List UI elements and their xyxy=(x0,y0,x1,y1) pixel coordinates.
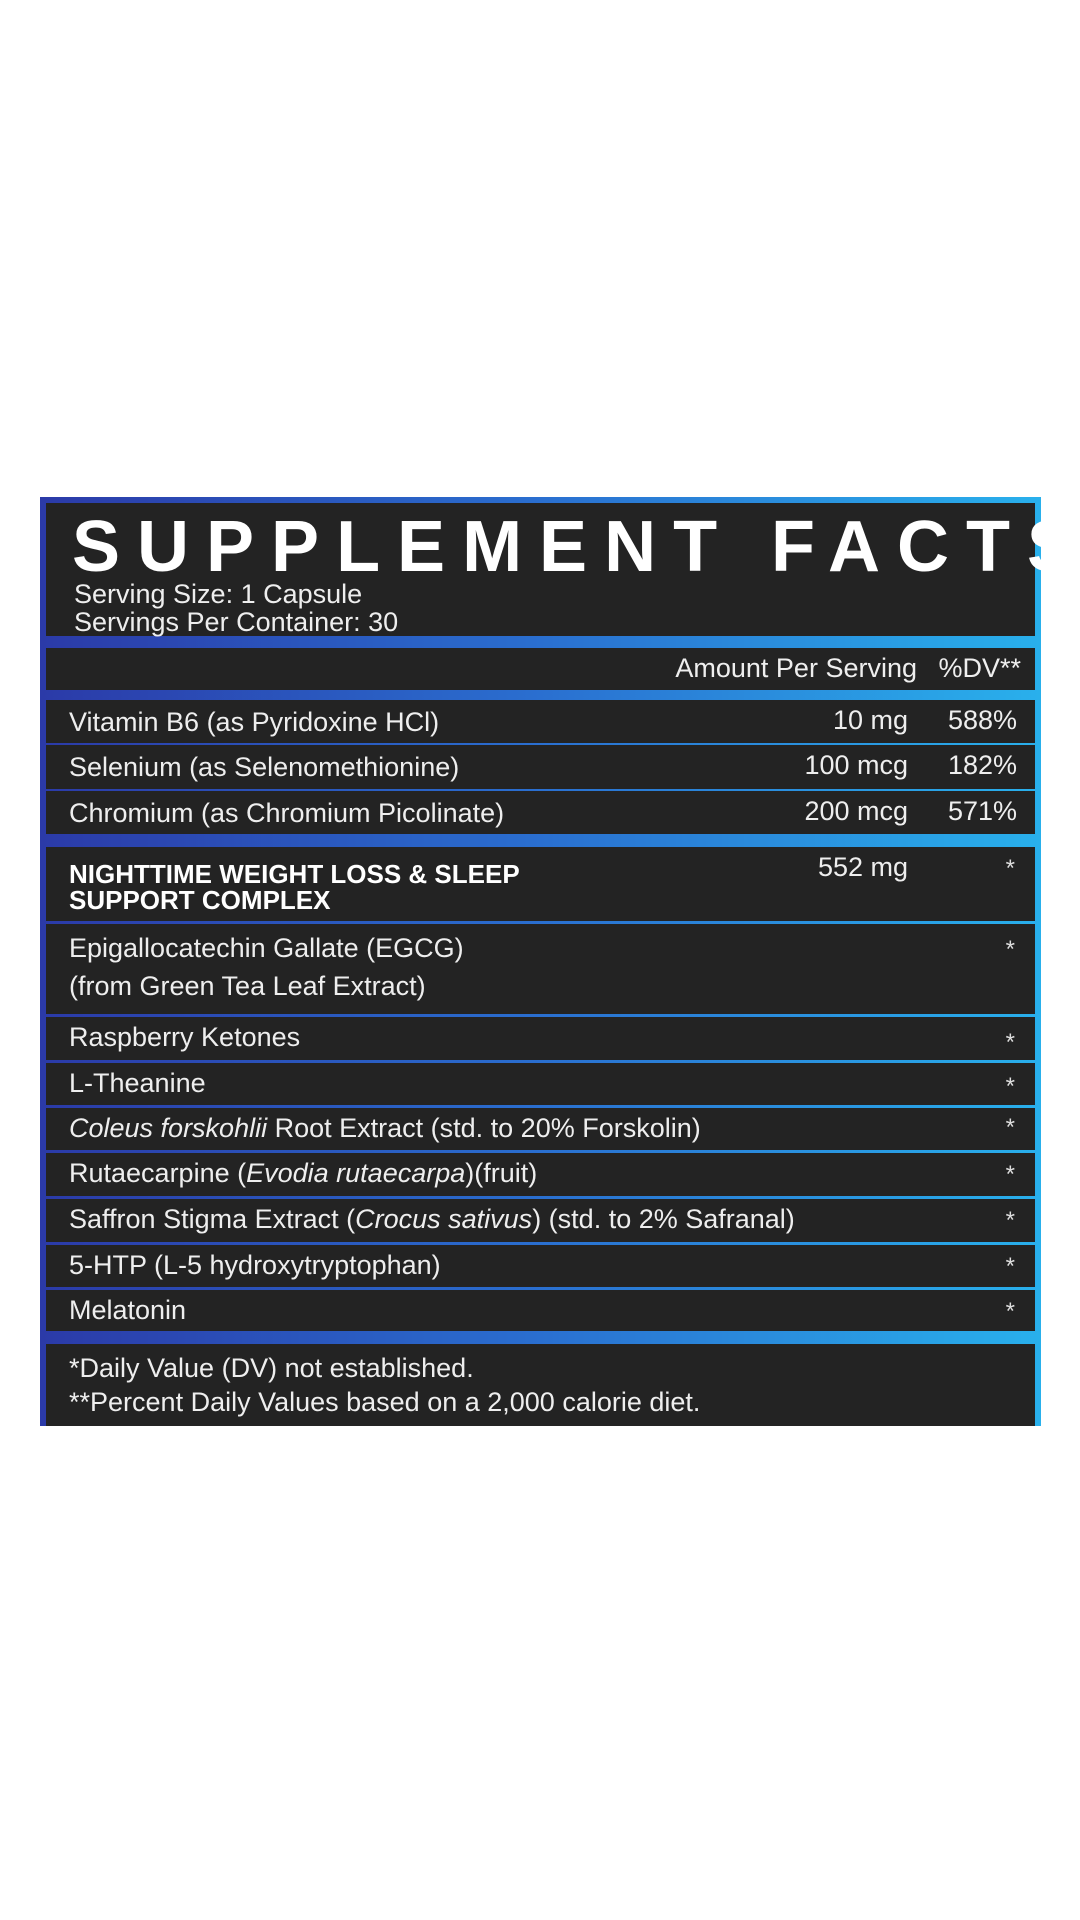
complex-row: NIGHTTIME WEIGHT LOSS & SLEEP SUPPORT CO… xyxy=(46,847,1035,921)
ingredient-detail: )(fruit) xyxy=(465,1158,538,1188)
ingredient-name: Saffron Stigma Extract (Crocus sativus) … xyxy=(69,1203,795,1235)
supplement-facts-panel: SUPPLEMENT FACTS Serving Size: 1 Capsule… xyxy=(40,497,1075,1426)
table-row: Chromium (as Chromium Picolinate) 200 mc… xyxy=(46,791,1035,834)
table-row: Vitamin B6 (as Pyridoxine HCl) 10 mg 588… xyxy=(46,700,1035,743)
ingredient-dv: * xyxy=(1005,1207,1015,1234)
complex-name-line2: SUPPORT COMPLEX xyxy=(69,885,331,915)
table-row: Raspberry Ketones * xyxy=(46,1017,1035,1060)
serving-size: Serving Size: 1 Capsule xyxy=(74,579,363,609)
table-row: Coleus forskohlii Root Extract (std. to … xyxy=(46,1108,1035,1150)
table-row: Saffron Stigma Extract (Crocus sativus) … xyxy=(46,1199,1035,1242)
title-block: SUPPLEMENT FACTS Serving Size: 1 Capsule… xyxy=(46,503,1075,637)
nutrient-dv: 571% xyxy=(947,796,1017,826)
panel-title: SUPPLEMENT FACTS xyxy=(72,507,1080,587)
servings-per-container: Servings Per Container: 30 xyxy=(74,607,399,637)
ingredient-name-line2: (from Green Tea Leaf Extract) xyxy=(69,971,426,1001)
ingredient-name: Melatonin xyxy=(69,1295,187,1325)
amount-header: Amount Per Serving xyxy=(675,653,917,683)
ingredient-prefix: Saffron Stigma Extract ( xyxy=(69,1204,356,1234)
nutrient-name: Chromium (as Chromium Picolinate) xyxy=(69,798,505,828)
ingredient-latin-name: Crocus sativus xyxy=(355,1204,533,1234)
ingredient-name: Coleus forskohlii Root Extract (std. to … xyxy=(69,1112,701,1144)
ingredient-prefix: Rutaecarpine ( xyxy=(69,1158,247,1188)
ingredient-latin-name: Evodia rutaecarpa xyxy=(246,1158,466,1188)
complex-amount: 552 mg xyxy=(817,852,908,882)
ingredient-detail: Root Extract (std. to 20% Forskolin) xyxy=(267,1113,701,1143)
table-row: Melatonin * xyxy=(46,1290,1035,1331)
ingredient-dv: * xyxy=(1005,1298,1015,1325)
nutrient-name: Vitamin B6 (as Pyridoxine HCl) xyxy=(69,707,440,737)
footnote-percent-dv: **Percent Daily Values based on a 2,000 … xyxy=(69,1387,701,1417)
ingredient-name: Epigallocatechin Gallate (EGCG) xyxy=(69,933,464,963)
nutrient-name: Selenium (as Selenomethionine) xyxy=(69,752,460,782)
ingredient-dv: * xyxy=(1005,1161,1015,1188)
footnotes: *Daily Value (DV) not established. **Per… xyxy=(46,1344,1035,1426)
complex-name-line1: NIGHTTIME WEIGHT LOSS & SLEEP xyxy=(69,859,520,889)
ingredient-detail: ) (std. to 2% Safranal) xyxy=(532,1204,795,1234)
table-row: Selenium (as Selenomethionine) 100 mcg 1… xyxy=(46,745,1035,789)
nutrient-amount: 10 mg xyxy=(832,705,908,735)
complex-dv: * xyxy=(1005,855,1015,882)
ingredient-latin-name: Coleus forskohlii xyxy=(69,1113,268,1143)
table-row: Epigallocatechin Gallate (EGCG) (from Gr… xyxy=(46,924,1035,1014)
ingredient-dv: * xyxy=(1005,1253,1015,1280)
nutrient-amount: 100 mcg xyxy=(804,750,908,780)
ingredient-name: 5-HTP (L-5 hydroxytryptophan) xyxy=(69,1250,441,1280)
ingredient-name: Rutaecarpine (Evodia rutaecarpa)(fruit) xyxy=(69,1157,537,1189)
dv-header: %DV** xyxy=(938,653,1021,683)
nutrient-dv: 182% xyxy=(947,750,1017,780)
nutrient-amount: 200 mcg xyxy=(804,796,908,826)
ingredient-name: L-Theanine xyxy=(69,1068,206,1098)
ingredient-name: Raspberry Ketones xyxy=(69,1022,301,1052)
ingredient-dv: * xyxy=(1005,1029,1015,1056)
nutrient-dv: 588% xyxy=(947,705,1017,735)
table-row: L-Theanine * xyxy=(46,1063,1035,1105)
ingredient-dv: * xyxy=(1005,936,1015,963)
table-row: Rutaecarpine (Evodia rutaecarpa)(fruit) … xyxy=(46,1153,1035,1196)
ingredient-dv: * xyxy=(1005,1114,1015,1141)
table-row: 5-HTP (L-5 hydroxytryptophan) * xyxy=(46,1245,1035,1287)
ingredient-dv: * xyxy=(1005,1073,1015,1100)
footnote-dv-not-established: *Daily Value (DV) not established. xyxy=(69,1353,474,1383)
column-header-row: Amount Per Serving %DV** xyxy=(46,648,1035,690)
